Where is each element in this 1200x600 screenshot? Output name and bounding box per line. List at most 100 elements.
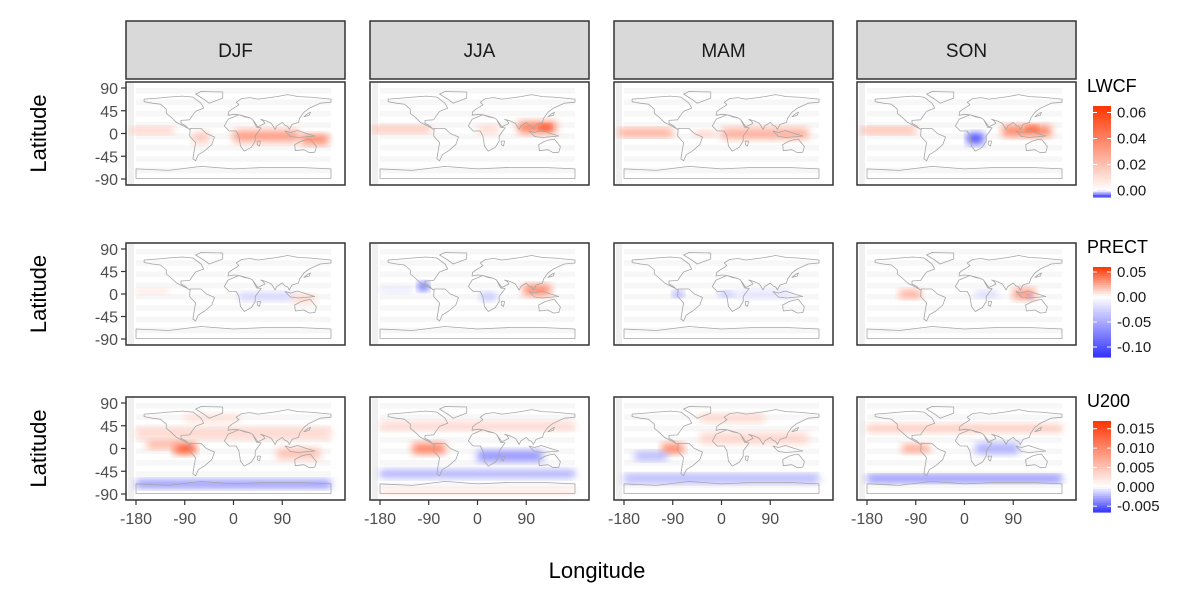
heat-cell-u200-djf-0 — [173, 443, 196, 454]
legend-title: U200 — [1087, 391, 1130, 411]
legend-color-step — [1093, 434, 1111, 438]
y-tick-label: -90 — [95, 487, 118, 504]
legend-color-step — [1093, 309, 1111, 313]
heat-cell-u200-mam-2 — [624, 475, 819, 483]
heat-cell-prect-mam-1 — [718, 291, 736, 297]
legend-color-step — [1093, 185, 1111, 189]
legend-color-step — [1093, 339, 1111, 342]
legend-color-step — [1093, 176, 1111, 180]
country-outlines — [623, 252, 820, 339]
heat-cell-prect-djf-2 — [136, 289, 169, 294]
heat-cell-lwcf-jja-3 — [477, 125, 500, 134]
legend-color-step — [1093, 314, 1111, 318]
x-tick-label: -90 — [173, 511, 196, 528]
x-tick-label: 0 — [229, 511, 238, 528]
x-tick-label: -90 — [417, 511, 440, 528]
legend-color-step — [1093, 140, 1111, 143]
y-tick-label: -45 — [95, 464, 118, 481]
legend-color-step — [1093, 162, 1111, 166]
heat-cell-lwcf-djf-0 — [233, 130, 299, 142]
heat-cell-prect-djf-0 — [238, 292, 294, 301]
legend-color-step — [1093, 153, 1111, 157]
x-tick-label: 90 — [517, 511, 535, 528]
legend-color-step — [1093, 158, 1111, 162]
country-outlines — [135, 406, 332, 494]
panel-prect-mam — [613, 242, 834, 346]
y-tick-label: -90 — [95, 332, 118, 349]
country-outlines — [623, 406, 820, 494]
heat-cell-lwcf-son-3 — [967, 133, 984, 144]
legend-color-step — [1093, 336, 1111, 340]
legend-color-step — [1093, 269, 1111, 273]
legend-color-step — [1093, 289, 1111, 293]
legend-color-step — [1093, 327, 1111, 331]
x-tick-label: 0 — [473, 511, 482, 528]
heat-cell-lwcf-son-2 — [861, 127, 916, 134]
heat-cell-prect-djf-1 — [293, 295, 315, 303]
x-tick-label: 90 — [1004, 511, 1022, 528]
heat-cell-lwcf-mam-0 — [721, 128, 809, 139]
heat-cell-u200-djf-2 — [136, 428, 331, 439]
legend-color-step — [1093, 119, 1111, 123]
facet-strip-son: SON — [856, 20, 1077, 80]
facet-label: MAM — [701, 41, 745, 62]
heat-cell-u200-son-3 — [867, 424, 1062, 433]
legend-color-step — [1093, 423, 1111, 427]
heat-cell-prect-jja-2 — [480, 292, 497, 301]
legend-color-step — [1093, 439, 1111, 443]
facet-label: SON — [946, 41, 987, 62]
legend-color-step — [1093, 491, 1111, 495]
legend-color-step — [1093, 334, 1111, 338]
legend-color-step — [1093, 190, 1111, 194]
x-axis-djf: -180 -90 0 90 — [120, 500, 291, 528]
facet-strip-djf: DJF — [125, 20, 346, 80]
legend-color-step — [1093, 502, 1111, 506]
legend-color-step — [1093, 287, 1111, 291]
facet-strip-mam: MAM — [613, 20, 834, 80]
heat-cell-u200-jja-3 — [380, 421, 575, 430]
legend-color-step — [1093, 345, 1111, 349]
heat-cell-lwcf-djf-1 — [301, 135, 329, 145]
panel-u200-djf — [125, 396, 346, 501]
legend-color-step — [1093, 298, 1111, 302]
legend-color-step — [1093, 482, 1111, 486]
x-axis-title: Longitude — [549, 558, 646, 583]
legend-tick-label: -0.10 — [1117, 339, 1151, 356]
legend-color-step — [1093, 448, 1111, 452]
legend-color-step — [1093, 430, 1111, 433]
y-axis-prect: 90 45 0 -45 -90 Latitude — [26, 242, 126, 349]
country-outlines — [379, 406, 576, 494]
y-axis-u200: 90 45 0 -45 -90 Latitude — [26, 396, 126, 504]
legend-color-step — [1093, 316, 1111, 320]
legend-tick-label: 0.02 — [1117, 157, 1146, 174]
legend-color-step — [1093, 144, 1111, 148]
panel-border — [369, 396, 590, 501]
x-axes: -180 -90 0 90 -180 -90 0 90 -180 -90 0 90 -180 -90 0 90 — [120, 500, 1022, 528]
legend-color-step — [1093, 303, 1111, 306]
y-tick-label: 90 — [100, 81, 118, 98]
legend-color-step — [1093, 151, 1111, 155]
country-outlines — [135, 252, 332, 339]
legend-color-step — [1093, 477, 1111, 481]
legend-color-step — [1093, 446, 1111, 449]
legend-color-step — [1093, 473, 1111, 477]
country-outlines — [866, 252, 1063, 339]
legend-color-step — [1093, 117, 1111, 121]
legend-color-step — [1093, 137, 1111, 141]
legend-color-step — [1093, 354, 1111, 358]
legend-u200: U200 0.015 0.010 0.005 0.000 -0.005 — [1087, 391, 1160, 515]
legend-color-step — [1093, 307, 1111, 311]
panel-lwcf-son — [856, 81, 1077, 186]
legend-color-step — [1093, 507, 1111, 511]
x-tick-label: 0 — [717, 511, 726, 528]
facet-panels — [125, 81, 1077, 501]
legend-color-step — [1093, 450, 1111, 454]
panel-border — [856, 81, 1077, 186]
legend-tick-label: -0.005 — [1117, 498, 1160, 515]
y-axis-title: Latitude — [26, 94, 51, 172]
x-tick-label: -90 — [661, 511, 684, 528]
heat-cell-u200-djf-5 — [184, 414, 239, 422]
legend-color-step — [1093, 461, 1111, 465]
x-axis-son: -180 -90 0 90 — [851, 500, 1022, 528]
